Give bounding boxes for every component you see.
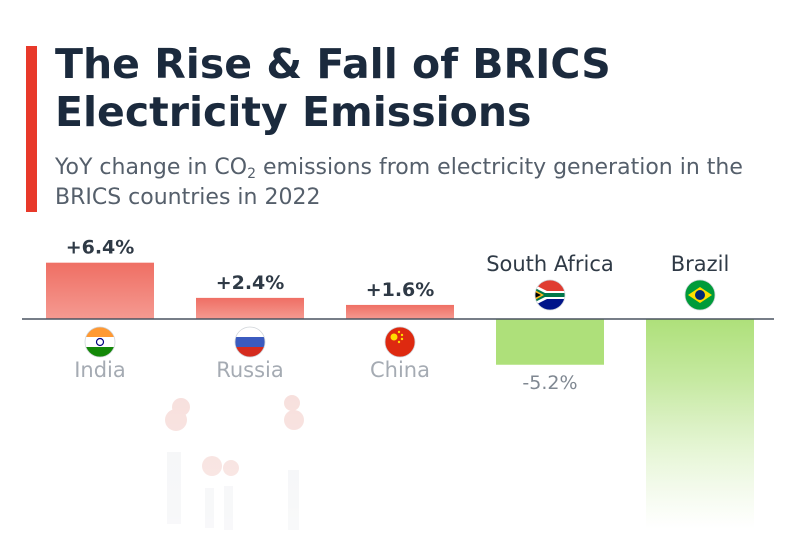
- flag-stripe: [85, 327, 115, 337]
- category-label-india: India: [74, 358, 126, 382]
- flag-wheel: [95, 337, 105, 347]
- brazil-flag-icon: [684, 279, 716, 311]
- value-label-china: +1.6%: [366, 279, 435, 301]
- flag-triangle: [535, 291, 541, 299]
- china-flag-icon: [384, 326, 416, 358]
- flag-stripe: [235, 327, 265, 337]
- value-label-india: +6.4%: [66, 237, 135, 259]
- subtitle-suffix: emissions from electricity generation in…: [55, 155, 743, 210]
- flag-stripe: [85, 347, 115, 357]
- category-label-china: China: [370, 358, 430, 382]
- category-label-russia: Russia: [216, 358, 284, 382]
- bar-russia: [196, 297, 304, 319]
- value-label-russia: +2.4%: [216, 272, 285, 294]
- subtitle-subscript: 2: [247, 166, 257, 182]
- flag-star: [390, 333, 398, 341]
- flag-outline: [384, 326, 416, 358]
- subtitle-prefix: YoY change in CO: [55, 155, 248, 180]
- flag-small-star: [397, 330, 401, 334]
- flag-outline: [534, 279, 566, 311]
- flag-body: [685, 280, 715, 310]
- flag-stripe: [235, 337, 265, 347]
- flag-outline: [684, 279, 716, 311]
- title-accent-bar: [26, 46, 37, 212]
- bar-india: [46, 262, 154, 319]
- category-label-brazil: Brazil: [671, 252, 730, 276]
- russia-flag-icon: [234, 326, 266, 358]
- south-africa-flag-icon: [534, 279, 566, 311]
- flag-body: [85, 327, 115, 357]
- flag-body: [535, 280, 565, 310]
- bar-south-africa: [496, 319, 604, 365]
- flag-small-star: [400, 333, 404, 337]
- flag-small-star: [397, 340, 401, 344]
- category-label-south-africa: South Africa: [486, 252, 614, 276]
- lower-fade-overlay: [0, 380, 800, 533]
- bar-china: [346, 304, 454, 319]
- flag-globe: [695, 290, 705, 300]
- flag-body: [235, 327, 265, 357]
- flag-stripe: [85, 337, 115, 347]
- chart-title: The Rise & Fall of BRICS Electricity Emi…: [55, 40, 611, 136]
- flag-body: [385, 327, 415, 357]
- flag-outline: [234, 326, 266, 358]
- flag-stripe: [235, 347, 265, 357]
- flag-band: [535, 287, 565, 303]
- india-flag-icon: [84, 326, 116, 358]
- flag-outline: [84, 326, 116, 358]
- flag-small-star: [400, 337, 404, 341]
- chart-subtitle: YoY change in CO2 emissions from electri…: [55, 153, 775, 213]
